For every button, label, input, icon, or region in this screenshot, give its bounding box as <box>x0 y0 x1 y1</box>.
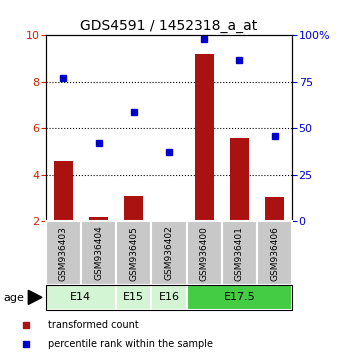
Text: GSM936400: GSM936400 <box>200 225 209 281</box>
Text: transformed count: transformed count <box>48 320 139 330</box>
Text: GSM936401: GSM936401 <box>235 225 244 281</box>
Text: GSM936406: GSM936406 <box>270 225 279 281</box>
Title: GDS4591 / 1452318_a_at: GDS4591 / 1452318_a_at <box>80 19 258 33</box>
Text: GSM936402: GSM936402 <box>165 226 173 280</box>
Text: percentile rank within the sample: percentile rank within the sample <box>48 339 213 349</box>
Bar <box>81 221 116 285</box>
Bar <box>222 221 257 285</box>
Bar <box>265 197 285 221</box>
Bar <box>53 161 73 221</box>
Bar <box>151 285 187 310</box>
Text: GSM936403: GSM936403 <box>59 225 68 281</box>
Bar <box>187 221 222 285</box>
Bar <box>159 220 179 221</box>
Bar <box>151 221 187 285</box>
Bar <box>257 221 292 285</box>
Bar <box>116 285 151 310</box>
Polygon shape <box>28 290 42 304</box>
Text: E15: E15 <box>123 292 144 302</box>
Text: GSM936405: GSM936405 <box>129 225 138 281</box>
Bar <box>230 138 249 221</box>
Text: GSM936404: GSM936404 <box>94 226 103 280</box>
Bar <box>124 196 143 221</box>
Bar <box>89 217 108 221</box>
Bar <box>46 221 81 285</box>
Text: age: age <box>3 293 24 303</box>
Text: E17.5: E17.5 <box>224 292 256 302</box>
Bar <box>46 285 116 310</box>
Text: E16: E16 <box>159 292 179 302</box>
Text: E14: E14 <box>70 292 92 302</box>
Bar <box>195 54 214 221</box>
Bar <box>116 221 151 285</box>
Bar <box>187 285 292 310</box>
